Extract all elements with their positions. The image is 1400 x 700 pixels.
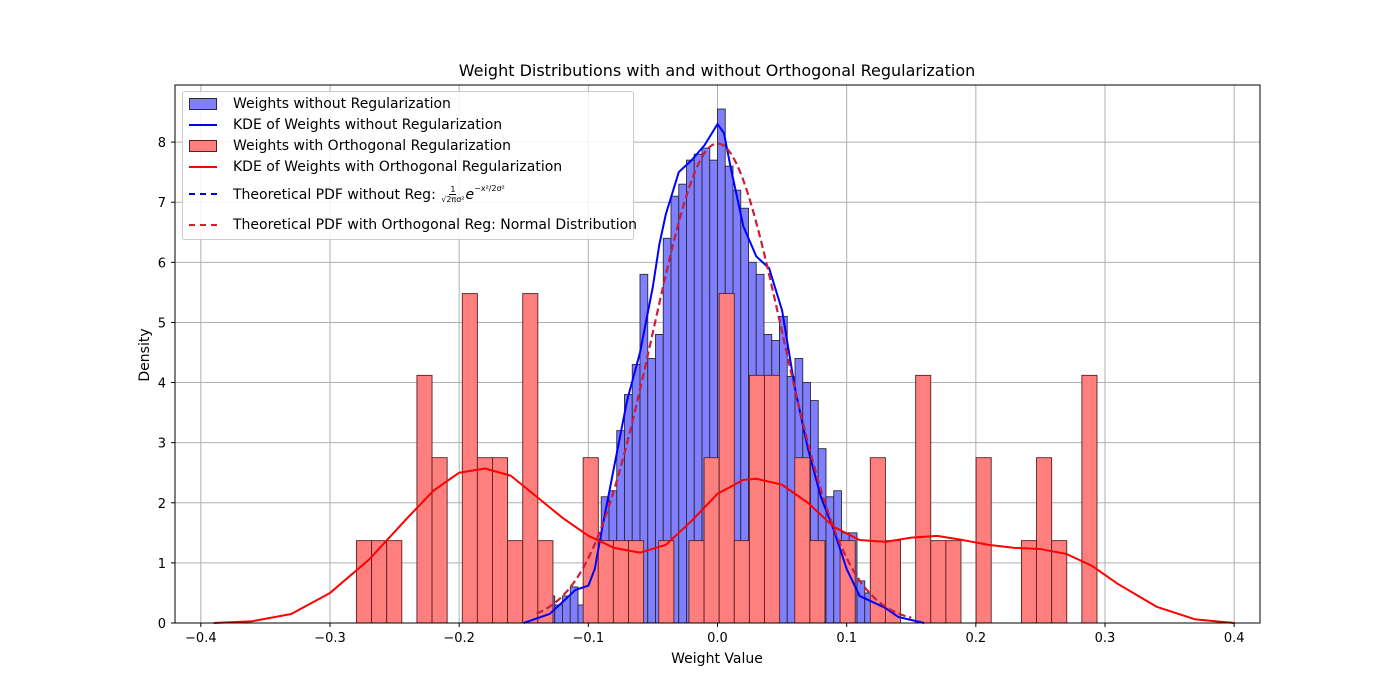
y-tick-label: 5 bbox=[158, 316, 166, 331]
histogram-bar-with-reg bbox=[1020, 540, 1037, 624]
x-tick-label: −0.1 bbox=[573, 631, 605, 646]
histogram-bar-with-reg bbox=[461, 293, 478, 624]
axis-ticks: −0.4 −0.3 −0.2 −0.1 0.0 0.1 0.2 0.3 0.4 0 1 2 3 4 5 6 7 8 bbox=[158, 136, 1245, 646]
histogram-bar-with-reg bbox=[658, 540, 675, 624]
legend-swatch-red-kde bbox=[189, 166, 217, 168]
histogram-bar-with-reg bbox=[356, 540, 373, 624]
y-axis-label: Density bbox=[137, 328, 153, 381]
legend-item-red-pdf: Theoretical PDF with Orthogonal Reg: Nor… bbox=[189, 215, 637, 235]
histogram-bar-with-reg bbox=[476, 457, 493, 624]
y-tick-label: 3 bbox=[158, 437, 166, 452]
histogram-bar-with-reg bbox=[945, 540, 962, 624]
legend-swatch-blue-kde bbox=[189, 124, 217, 126]
legend-swatch-red-hist bbox=[189, 140, 217, 152]
legend-label: KDE of Weights with Orthogonal Regulariz… bbox=[233, 159, 563, 175]
x-tick-label: 0.2 bbox=[965, 631, 986, 646]
y-tick-label: 4 bbox=[158, 377, 166, 392]
legend-item-red-kde: KDE of Weights with Orthogonal Regulariz… bbox=[189, 157, 562, 177]
legend-swatch-red-pdf bbox=[189, 224, 217, 226]
histogram-bar-with-reg bbox=[975, 457, 992, 624]
x-tick-label: 0.3 bbox=[1095, 631, 1116, 646]
y-tick-label: 1 bbox=[158, 557, 166, 572]
histogram-bar-with-reg bbox=[612, 540, 629, 624]
legend-swatch-blue-pdf bbox=[189, 193, 217, 195]
legend: Weights without Regularization KDE of We… bbox=[182, 91, 637, 240]
legend-swatch-blue-hist bbox=[189, 98, 217, 110]
histogram-bar-with-reg bbox=[1081, 374, 1098, 624]
kde-line-with-reg bbox=[213, 467, 1235, 624]
legend-label: Weights with Orthogonal Regularization bbox=[233, 138, 511, 154]
histogram-bar-with-reg bbox=[492, 457, 509, 624]
y-tick-label: 7 bbox=[158, 196, 166, 211]
formula-fraction: 1 √2πσ² bbox=[441, 185, 465, 205]
histogram-bar-without-reg bbox=[678, 183, 687, 624]
y-tick-label: 8 bbox=[158, 136, 166, 151]
histogram-bar-without-reg bbox=[779, 315, 788, 624]
histogram-bar-with-reg bbox=[809, 540, 826, 624]
histogram-bar-with-reg bbox=[930, 540, 947, 624]
legend-item-blue-hist: Weights without Regularization bbox=[189, 94, 451, 114]
histogram-bar-with-reg bbox=[507, 540, 524, 624]
theoretical-pdf-with-reg bbox=[536, 142, 912, 619]
y-tick-label: 0 bbox=[158, 617, 166, 632]
histogram-bar-with-reg bbox=[597, 540, 614, 624]
x-tick-label: −0.4 bbox=[185, 631, 217, 646]
histogram-bar-with-reg bbox=[1036, 457, 1053, 624]
legend-label: Theoretical PDF with Orthogonal Reg: Nor… bbox=[233, 217, 638, 233]
histogram-bar-without-reg bbox=[786, 376, 796, 624]
legend-label-text: Theoretical PDF without Reg: bbox=[233, 186, 441, 203]
x-tick-label: 0.0 bbox=[707, 631, 728, 646]
y-tick-label: 2 bbox=[158, 497, 166, 512]
kde-line-without-reg bbox=[523, 123, 925, 624]
legend-label: KDE of Weights without Regularization bbox=[233, 117, 503, 133]
histogram-bar-with-reg bbox=[718, 293, 735, 624]
x-tick-label: −0.3 bbox=[314, 631, 346, 646]
chart-title: Weight Distributions with and without Or… bbox=[459, 61, 976, 80]
histogram-bar-without-reg bbox=[647, 358, 656, 624]
histogram-bar-with-reg bbox=[733, 540, 750, 624]
histogram-bar-with-reg bbox=[748, 374, 765, 624]
histogram-with-orthogonal-regularization bbox=[356, 293, 1098, 624]
histogram-bar-with-reg bbox=[915, 374, 932, 624]
legend-item-red-hist: Weights with Orthogonal Regularization bbox=[189, 136, 511, 156]
kde-and-pdf-lines bbox=[213, 123, 1235, 624]
histogram-bar-with-reg bbox=[794, 457, 811, 624]
x-axis-label: Weight Value bbox=[671, 651, 763, 667]
legend-label: Theoretical PDF without Reg: 1 √2πσ² e−x²/… bbox=[233, 183, 505, 205]
histogram-bar-with-reg bbox=[703, 457, 720, 624]
x-tick-label: 0.4 bbox=[1224, 631, 1245, 646]
legend-item-blue-pdf: Theoretical PDF without Reg: 1 √2πσ² e−x²/… bbox=[189, 181, 505, 207]
histogram-bar-with-reg bbox=[688, 540, 705, 624]
legend-item-blue-kde: KDE of Weights without Regularization bbox=[189, 115, 502, 135]
y-tick-label: 6 bbox=[158, 256, 166, 271]
histogram-bar-with-reg bbox=[522, 293, 539, 624]
legend-label: Weights without Regularization bbox=[233, 96, 451, 112]
histogram-bar-with-reg bbox=[537, 540, 554, 624]
x-tick-label: −0.2 bbox=[443, 631, 475, 646]
histogram-bar-with-reg bbox=[386, 540, 403, 624]
histogram-bar-with-reg bbox=[764, 374, 781, 624]
histogram-bar-without-reg bbox=[856, 580, 866, 624]
x-tick-label: 0.1 bbox=[836, 631, 857, 646]
